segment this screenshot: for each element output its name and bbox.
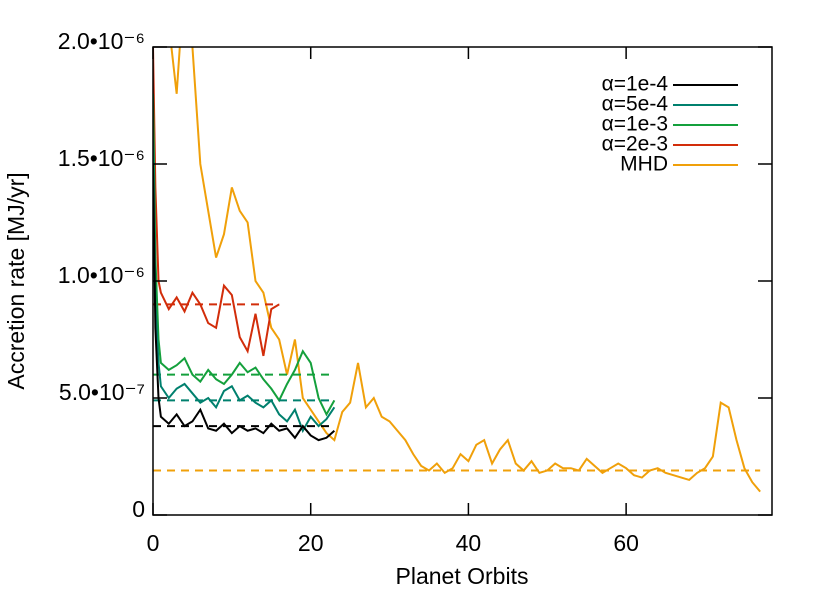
y-tick-label: 1.5•10⁻⁶ xyxy=(58,145,145,171)
y-tick-label: 1.0•10⁻⁶ xyxy=(58,262,145,288)
y-axis-label: Accretion rate [MJ/yr] xyxy=(3,172,29,389)
series-line xyxy=(153,93,336,417)
legend-label: α=1e-3 xyxy=(602,113,668,136)
x-tick-label: 0 xyxy=(147,530,160,556)
legend-label: α=2e-3 xyxy=(602,133,668,156)
x-tick-label: 20 xyxy=(298,530,324,556)
series-line xyxy=(153,47,280,357)
x-axis-label: Planet Orbits xyxy=(396,563,529,589)
axes-frame xyxy=(152,46,773,516)
x-tick-label: 60 xyxy=(613,530,639,556)
y-tick-label: 5.0•10⁻⁷ xyxy=(59,379,145,405)
series-line xyxy=(153,163,336,442)
legend-label: α=1e-4 xyxy=(602,73,669,96)
series-line xyxy=(170,47,761,493)
x-tick-label: 40 xyxy=(456,530,482,556)
legend-label: α=5e-4 xyxy=(602,93,669,116)
plot-area xyxy=(153,47,761,493)
series-line xyxy=(153,140,336,434)
y-tick-label: 0 xyxy=(132,496,145,522)
y-tick-label: 2.0•10⁻⁶ xyxy=(58,28,145,54)
legend-label: MHD xyxy=(620,153,668,176)
